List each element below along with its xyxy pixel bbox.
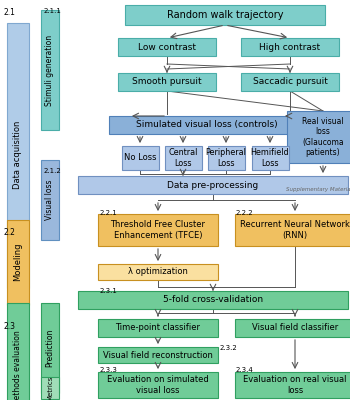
Text: Supplementary Materials: Supplementary Materials xyxy=(286,188,350,192)
FancyBboxPatch shape xyxy=(164,146,202,170)
FancyBboxPatch shape xyxy=(118,38,216,56)
Text: Visual field classifier: Visual field classifier xyxy=(252,324,338,332)
FancyBboxPatch shape xyxy=(241,73,339,91)
Text: Time-point classifier: Time-point classifier xyxy=(116,324,201,332)
Text: 2.1.2: 2.1.2 xyxy=(44,168,62,174)
Text: 2.3.2: 2.3.2 xyxy=(220,345,238,351)
FancyBboxPatch shape xyxy=(241,38,339,56)
Text: Saccadic pursuit: Saccadic pursuit xyxy=(253,78,328,86)
Text: Visual field reconstruction: Visual field reconstruction xyxy=(103,350,213,360)
FancyBboxPatch shape xyxy=(78,291,348,309)
Text: Central
Loss: Central Loss xyxy=(168,148,198,168)
Text: Smooth pursuit: Smooth pursuit xyxy=(132,78,202,86)
FancyBboxPatch shape xyxy=(252,146,288,170)
Text: Stimuli generation: Stimuli generation xyxy=(46,34,55,106)
Text: 2.3.4: 2.3.4 xyxy=(236,367,254,373)
Text: Peripheral
Loss: Peripheral Loss xyxy=(205,148,246,168)
Text: 2.2: 2.2 xyxy=(4,228,16,237)
Text: 2.2.2: 2.2.2 xyxy=(236,210,254,216)
FancyBboxPatch shape xyxy=(41,303,59,393)
Text: Evaluation on simulated
visual loss: Evaluation on simulated visual loss xyxy=(107,375,209,395)
Text: 2.1.1: 2.1.1 xyxy=(44,8,62,14)
Text: 2.3.3: 2.3.3 xyxy=(100,367,118,373)
Text: 2.3.1: 2.3.1 xyxy=(100,288,118,294)
FancyBboxPatch shape xyxy=(98,372,218,398)
Text: No Loss: No Loss xyxy=(124,154,156,162)
FancyBboxPatch shape xyxy=(7,303,29,400)
FancyBboxPatch shape xyxy=(121,146,159,170)
Text: Real visual
loss
(Glaucoma
patients): Real visual loss (Glaucoma patients) xyxy=(302,117,344,157)
Text: 2.2.1: 2.2.1 xyxy=(100,210,118,216)
Text: Evaluation on real visual
loss: Evaluation on real visual loss xyxy=(243,375,347,395)
FancyBboxPatch shape xyxy=(235,214,350,246)
FancyBboxPatch shape xyxy=(98,319,218,337)
FancyBboxPatch shape xyxy=(125,5,325,25)
FancyBboxPatch shape xyxy=(7,220,29,304)
FancyBboxPatch shape xyxy=(98,214,218,246)
Text: Hemifield
Loss: Hemifield Loss xyxy=(251,148,289,168)
Text: Recurrent Neural Network
(RNN): Recurrent Neural Network (RNN) xyxy=(240,220,350,240)
FancyBboxPatch shape xyxy=(41,160,59,240)
FancyBboxPatch shape xyxy=(109,116,305,134)
FancyBboxPatch shape xyxy=(98,347,218,363)
Text: Modeling: Modeling xyxy=(14,243,22,281)
Text: 2.1: 2.1 xyxy=(4,8,16,17)
Text: Visual loss: Visual loss xyxy=(46,180,55,220)
FancyBboxPatch shape xyxy=(98,264,218,280)
Text: Methods evaluation: Methods evaluation xyxy=(14,330,22,400)
FancyBboxPatch shape xyxy=(118,73,216,91)
Text: Data pre-processing: Data pre-processing xyxy=(167,180,259,190)
FancyBboxPatch shape xyxy=(7,22,29,288)
FancyBboxPatch shape xyxy=(78,176,348,194)
Text: Prediction: Prediction xyxy=(46,329,55,367)
Text: High contrast: High contrast xyxy=(259,42,321,52)
FancyBboxPatch shape xyxy=(287,111,350,163)
Text: Random walk trajectory: Random walk trajectory xyxy=(167,10,283,20)
FancyBboxPatch shape xyxy=(235,372,350,398)
Text: λ optimization: λ optimization xyxy=(128,268,188,276)
FancyBboxPatch shape xyxy=(235,319,350,337)
Text: 5-fold cross-validation: 5-fold cross-validation xyxy=(163,296,263,304)
Text: Low contrast: Low contrast xyxy=(138,42,196,52)
FancyBboxPatch shape xyxy=(41,377,59,399)
Text: Threshold Free Cluster
Enhancement (TFCE): Threshold Free Cluster Enhancement (TFCE… xyxy=(111,220,205,240)
Text: Data acquisition: Data acquisition xyxy=(14,121,22,189)
Text: 2.3: 2.3 xyxy=(4,322,16,331)
FancyBboxPatch shape xyxy=(208,146,245,170)
FancyBboxPatch shape xyxy=(41,10,59,130)
Text: Metrics: Metrics xyxy=(47,375,53,400)
Text: Simulated visual loss (controls): Simulated visual loss (controls) xyxy=(136,120,278,130)
